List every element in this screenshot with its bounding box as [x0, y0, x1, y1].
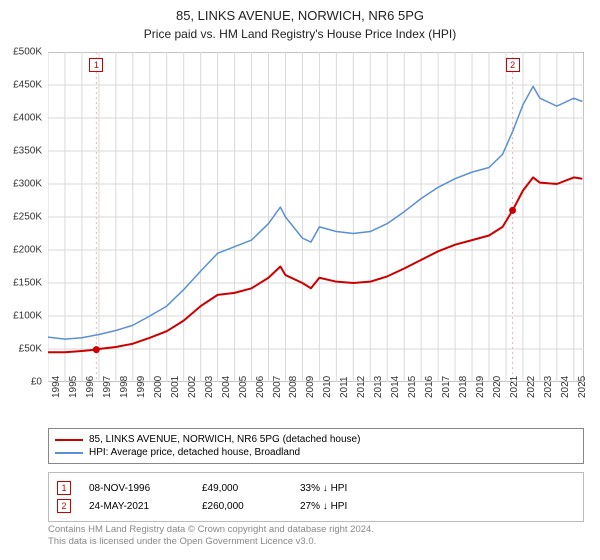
x-tick-label: 1995	[68, 376, 79, 398]
legend-line-sample	[55, 439, 83, 441]
x-tick-label: 2015	[407, 376, 418, 398]
x-tick-label: 2007	[272, 376, 283, 398]
sale-row: 1 08-NOV-1996 £49,000 33% ↓ HPI	[57, 479, 575, 497]
x-tick-label: 2013	[373, 376, 384, 398]
x-tick-label: 1996	[85, 376, 96, 398]
sale-diff: 27% ↓ HPI	[300, 501, 410, 512]
footer-line-2: This data is licensed under the Open Gov…	[48, 536, 374, 548]
legend-row: HPI: Average price, detached house, Broa…	[55, 446, 577, 459]
y-tick-label: £300K	[13, 179, 42, 190]
chart-area: £0£50K£100K£150K£200K£250K£300K£350K£400…	[48, 52, 584, 382]
sale-diff: 33% ↓ HPI	[300, 483, 410, 494]
x-tick-label: 2014	[390, 376, 401, 398]
x-tick-label: 2001	[170, 376, 181, 398]
x-tick-label: 1997	[102, 376, 113, 398]
x-tick-label: 1999	[136, 376, 147, 398]
legend-label: 85, LINKS AVENUE, NORWICH, NR6 5PG (deta…	[89, 434, 360, 445]
x-tick-label: 2011	[339, 376, 350, 398]
y-tick-label: £500K	[13, 47, 42, 58]
x-tick-label: 2004	[221, 376, 232, 398]
chart-subtitle: Price paid vs. HM Land Registry's House …	[0, 25, 600, 43]
legend-section: 85, LINKS AVENUE, NORWICH, NR6 5PG (deta…	[48, 428, 584, 522]
x-tick-label: 2025	[577, 376, 588, 398]
sale-price: £260,000	[202, 501, 282, 512]
y-tick-label: £0	[31, 377, 42, 388]
x-tick-label: 2020	[492, 376, 503, 398]
x-tick-label: 2023	[543, 376, 554, 398]
sale-index-badge: 1	[57, 481, 71, 495]
legend-box: 85, LINKS AVENUE, NORWICH, NR6 5PG (deta…	[48, 428, 584, 464]
x-tick-label: 2002	[187, 376, 198, 398]
y-tick-label: £250K	[13, 212, 42, 223]
x-tick-label: 1994	[51, 376, 62, 398]
marker-label: 2	[506, 58, 520, 72]
sale-row: 2 24-MAY-2021 £260,000 27% ↓ HPI	[57, 497, 575, 515]
chart-container: 85, LINKS AVENUE, NORWICH, NR6 5PG Price…	[0, 0, 600, 560]
sale-date: 08-NOV-1996	[89, 483, 184, 494]
chart-svg	[48, 52, 584, 382]
y-tick-label: £350K	[13, 146, 42, 157]
sales-table: 1 08-NOV-1996 £49,000 33% ↓ HPI 2 24-MAY-2021…	[48, 472, 584, 522]
x-tick-label: 2008	[288, 376, 299, 398]
x-tick-label: 2016	[424, 376, 435, 398]
x-tick-label: 2022	[526, 376, 537, 398]
y-tick-label: £400K	[13, 113, 42, 124]
y-tick-label: £150K	[13, 278, 42, 289]
footer: Contains HM Land Registry data © Crown c…	[48, 524, 374, 549]
x-tick-label: 2010	[322, 376, 333, 398]
x-tick-label: 2012	[356, 376, 367, 398]
x-tick-label: 2000	[153, 376, 164, 398]
x-tick-label: 2017	[441, 376, 452, 398]
x-tick-label: 2003	[204, 376, 215, 398]
y-tick-label: £50K	[19, 344, 42, 355]
x-tick-label: 2024	[560, 376, 571, 398]
legend-line-sample	[55, 452, 83, 454]
footer-line-1: Contains HM Land Registry data © Crown c…	[48, 524, 374, 536]
x-tick-label: 2005	[238, 376, 249, 398]
legend-row: 85, LINKS AVENUE, NORWICH, NR6 5PG (deta…	[55, 433, 577, 446]
chart-title: 85, LINKS AVENUE, NORWICH, NR6 5PG	[0, 0, 600, 25]
sale-price: £49,000	[202, 483, 282, 494]
y-tick-label: £450K	[13, 80, 42, 91]
y-tick-label: £100K	[13, 311, 42, 322]
x-tick-label: 1998	[119, 376, 130, 398]
sale-index-badge: 2	[57, 499, 71, 513]
marker-label: 1	[89, 58, 103, 72]
y-tick-label: £200K	[13, 245, 42, 256]
legend-label: HPI: Average price, detached house, Broa…	[89, 447, 300, 458]
x-tick-label: 2009	[305, 376, 316, 398]
x-tick-label: 2018	[458, 376, 469, 398]
sale-date: 24-MAY-2021	[89, 501, 184, 512]
x-tick-label: 2019	[475, 376, 486, 398]
x-tick-label: 2021	[509, 376, 520, 398]
x-tick-label: 2006	[255, 376, 266, 398]
